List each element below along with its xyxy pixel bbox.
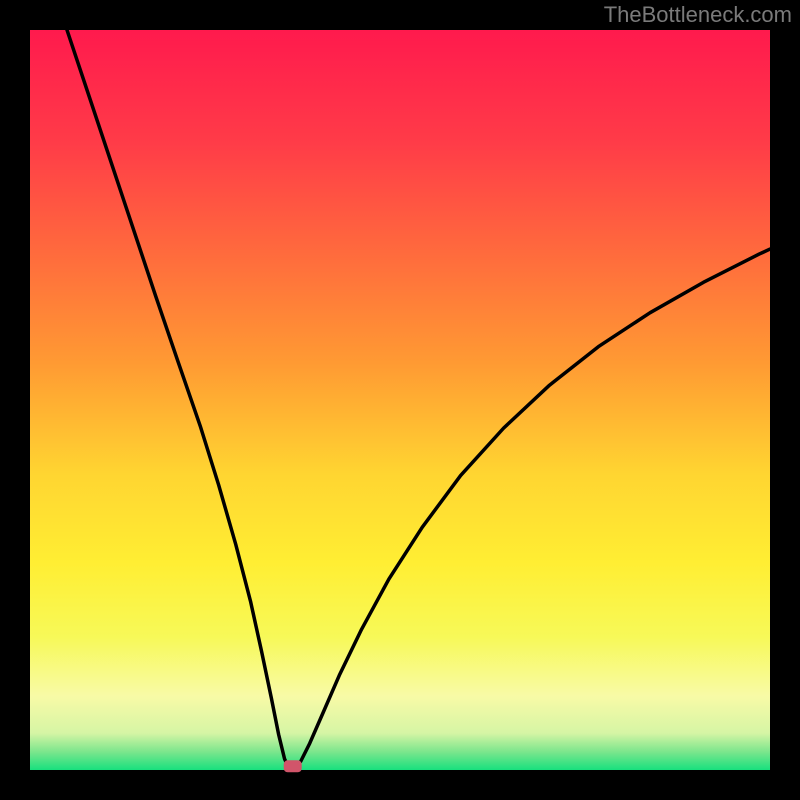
- chart-background: [30, 30, 770, 770]
- bottleneck-curve-chart: [0, 0, 800, 800]
- watermark-text: TheBottleneck.com: [604, 2, 792, 28]
- bottleneck-chart-container: TheBottleneck.com: [0, 0, 800, 800]
- optimal-point-marker: [284, 760, 302, 772]
